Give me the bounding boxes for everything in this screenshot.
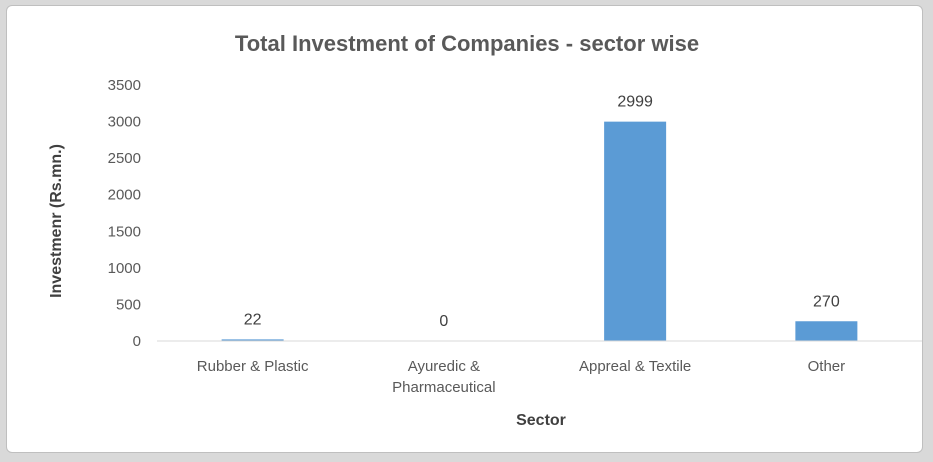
data-label: 2999 bbox=[617, 94, 653, 111]
chart-title: Total Investment of Companies - sector w… bbox=[235, 31, 699, 56]
data-label: 270 bbox=[813, 293, 840, 310]
y-tick-label: 500 bbox=[116, 296, 141, 313]
category-label: Other bbox=[808, 358, 846, 375]
bar bbox=[604, 121, 667, 342]
category-label: Ayuredic & Pharmaceutical bbox=[392, 358, 495, 396]
y-tick-label: 1500 bbox=[108, 223, 141, 240]
y-tick-label: 3000 bbox=[108, 114, 141, 131]
bar bbox=[221, 339, 284, 341]
bars bbox=[221, 121, 858, 342]
data-labels: 22 0 2999 270 bbox=[244, 94, 840, 330]
x-axis-title: Sector bbox=[516, 412, 566, 429]
data-label: 0 bbox=[439, 313, 448, 330]
category-labels: Rubber & Plastic Ayuredic & Pharmaceutical… bbox=[197, 358, 845, 396]
y-tick-label: 3500 bbox=[108, 77, 141, 94]
y-tick-label: 1000 bbox=[108, 260, 141, 277]
y-tick-label: 2000 bbox=[108, 187, 141, 204]
y-axis-title: Investmenr (Rs.mn.) bbox=[48, 144, 65, 298]
y-tick-label: 2500 bbox=[108, 150, 141, 167]
category-label: Rubber & Plastic bbox=[197, 358, 309, 375]
category-label: Appreal & Textile bbox=[579, 358, 691, 375]
bar-chart: Total Investment of Companies - sector w… bbox=[48, 31, 922, 429]
chart-frame: Total Investment of Companies - sector w… bbox=[6, 5, 923, 453]
bar bbox=[795, 321, 858, 341]
y-axis-ticks: 0 500 1000 1500 2000 2500 3000 3500 bbox=[108, 77, 141, 350]
data-label: 22 bbox=[244, 311, 262, 328]
y-tick-label: 0 bbox=[133, 333, 141, 350]
